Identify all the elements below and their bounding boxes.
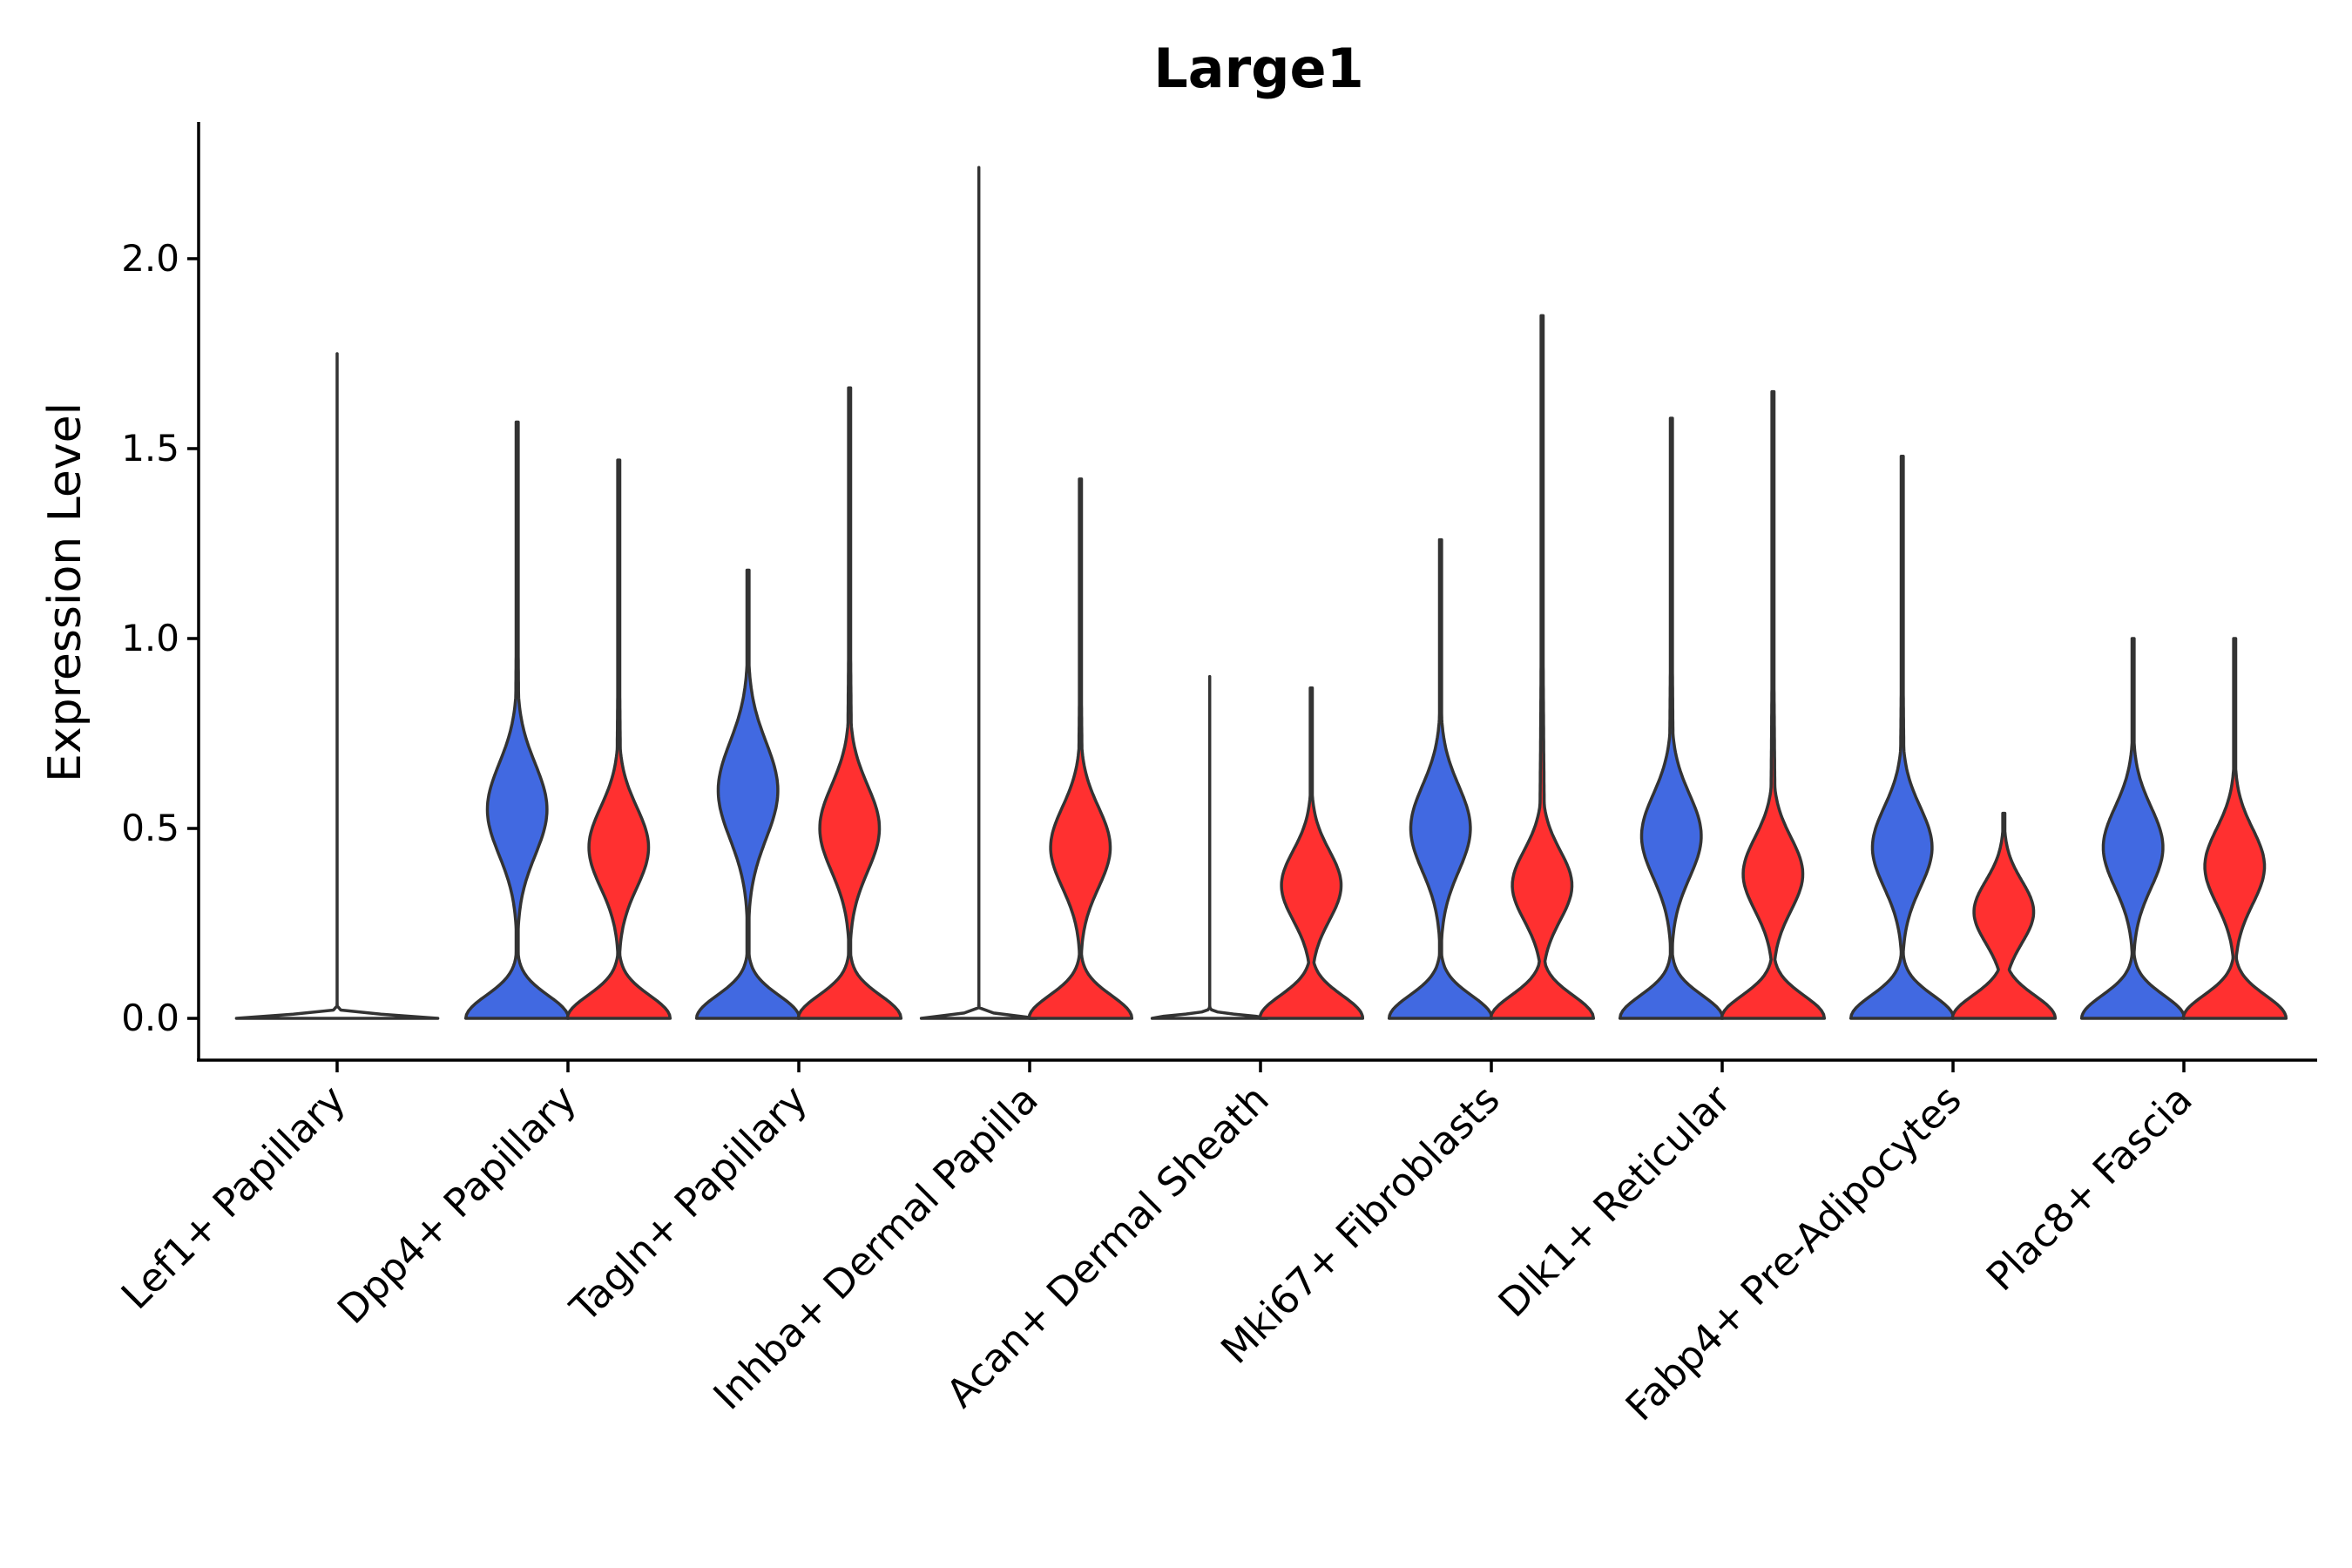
y-tick-label: 0.5	[121, 807, 179, 849]
violin-group1	[1150, 674, 1269, 1020]
violin-group2	[796, 386, 903, 1020]
x-category-label: Dpp4+ Papillary	[328, 1076, 585, 1333]
x-category-label: Lef1+ Papillary	[112, 1076, 355, 1318]
violin-group1	[1618, 416, 1725, 1020]
violin-group1	[694, 568, 801, 1020]
plot-area	[234, 166, 2288, 1020]
y-tick-label: 0.0	[121, 997, 179, 1039]
y-tick-label: 1.0	[121, 617, 179, 659]
violin-group2	[1258, 686, 1365, 1020]
violin-group2	[1950, 811, 2058, 1020]
violin-group2	[565, 458, 672, 1020]
x-category-label: Plac8+ Fascia	[1977, 1076, 2201, 1300]
y-axis-label: Expression Level	[39, 402, 91, 782]
violin-group1	[919, 166, 1038, 1020]
violin-group2	[1720, 389, 1827, 1020]
x-category-label: Dlk1+ Reticular	[1490, 1076, 1740, 1326]
violin-group2	[1027, 477, 1134, 1020]
violin-group1	[1387, 537, 1494, 1020]
y-tick-label: 2.0	[121, 237, 179, 280]
x-category-label: Tagln+ Papillary	[561, 1076, 816, 1331]
y-tick-label: 1.5	[121, 427, 179, 470]
violin-group2	[1489, 314, 1596, 1020]
chart-title: Large1	[1153, 37, 1364, 100]
violin-group1	[463, 420, 571, 1020]
violin-group1	[234, 352, 440, 1020]
violin-group1	[1848, 454, 1956, 1020]
y-ticks: 0.0 0.5 1.0 1.5 2.0	[121, 237, 199, 1039]
violin-group2	[2181, 637, 2288, 1020]
violin-group1	[2079, 637, 2186, 1020]
